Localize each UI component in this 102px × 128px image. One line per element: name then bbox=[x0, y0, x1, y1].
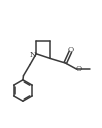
Text: O: O bbox=[68, 46, 74, 54]
Text: O: O bbox=[75, 65, 81, 73]
Text: N: N bbox=[30, 51, 37, 59]
